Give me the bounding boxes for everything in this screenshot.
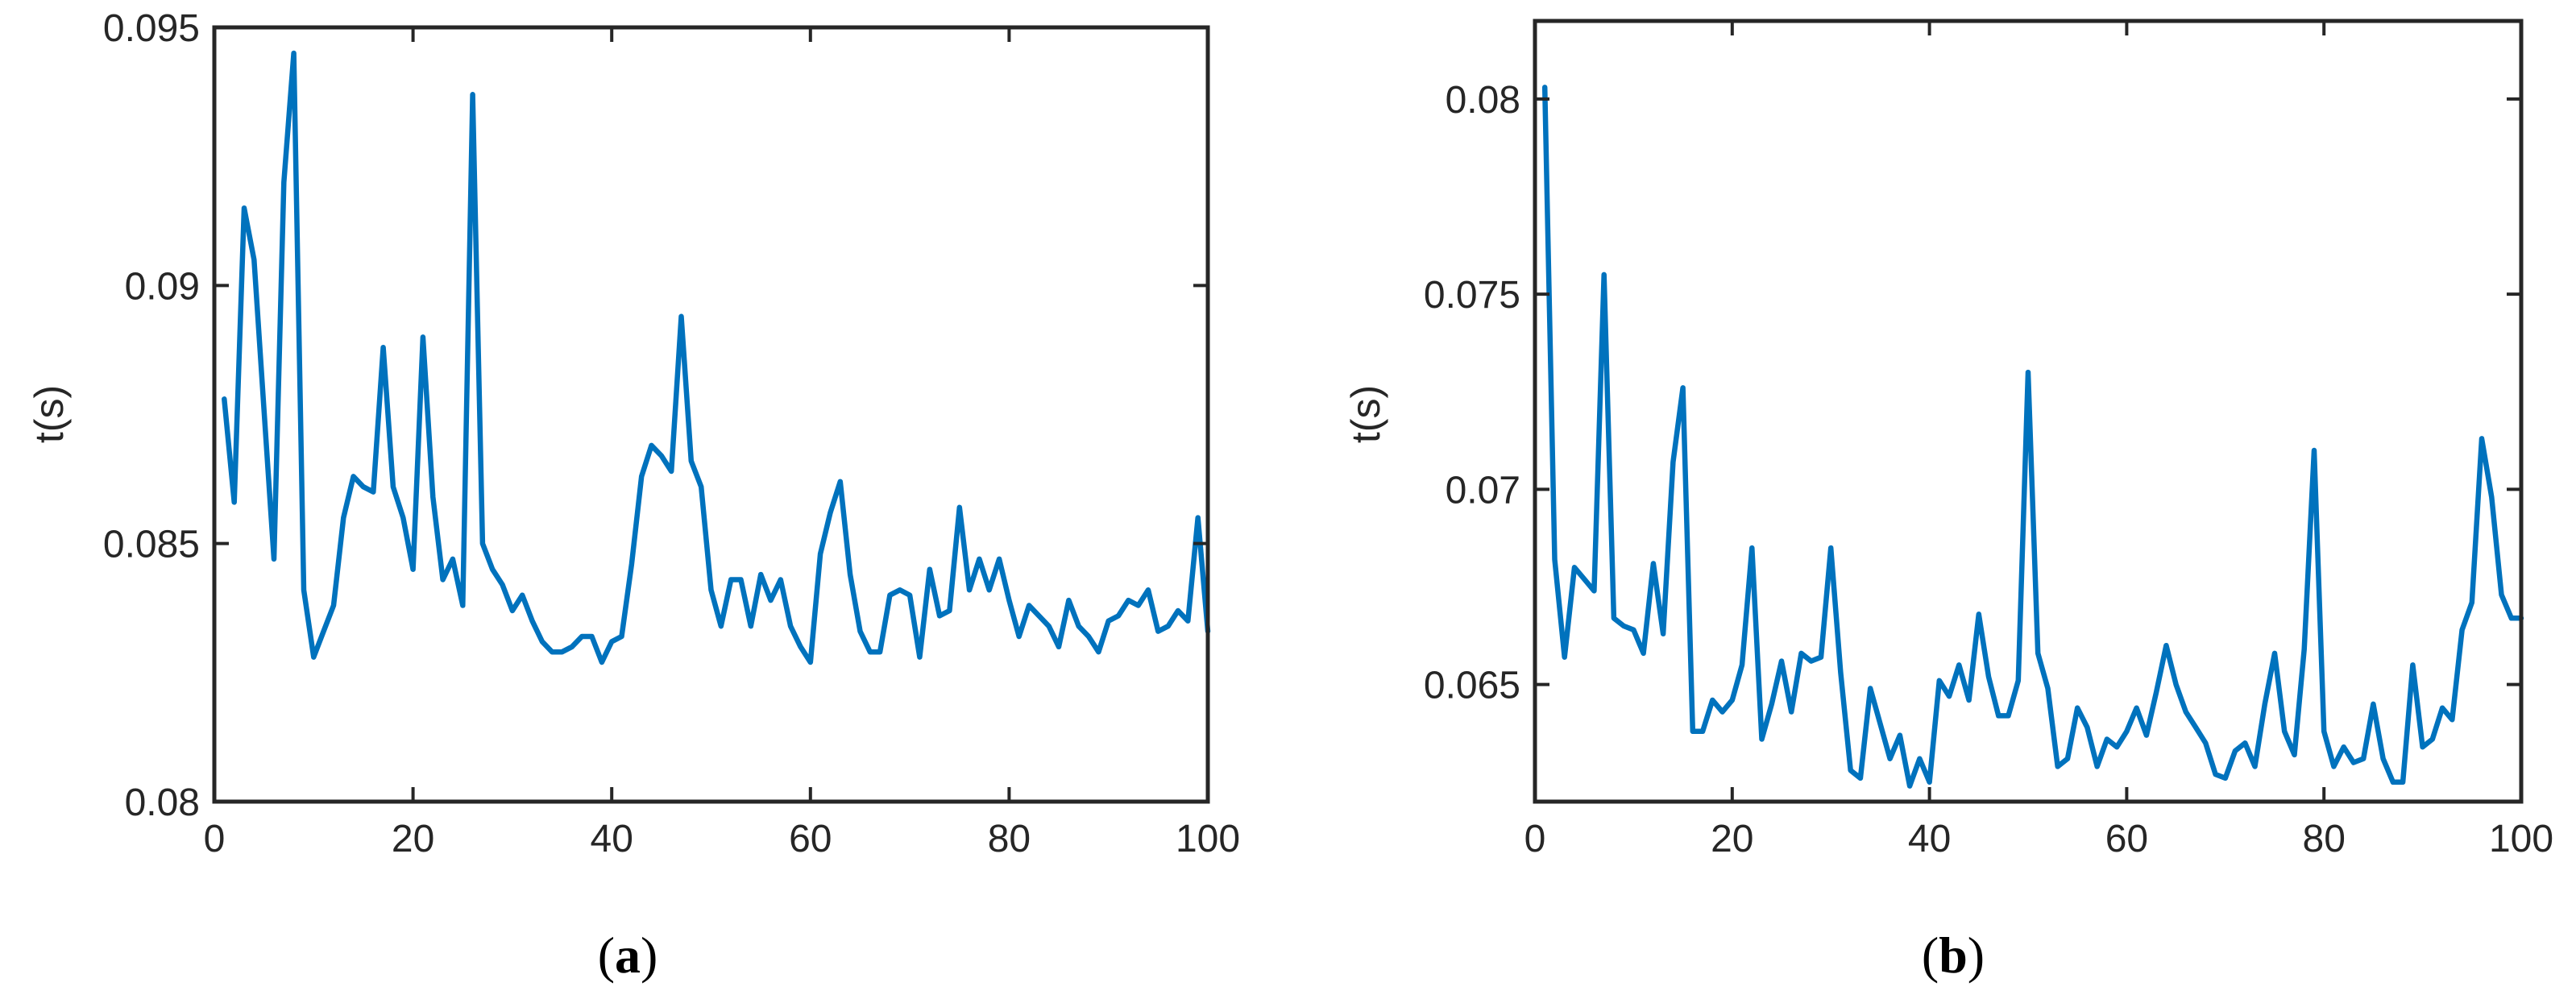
chart-panel-b: 0 20 40 60 80 100 0.065 0.07 0.075 0.08 t(s) (b) [1343,19,2553,984]
panel-a-x-tick-label: 80 [988,818,1031,860]
panel-b-y-tick-label: 0.075 [1424,274,1520,317]
panel-b-y-axis-label: t(s) [1343,385,1388,443]
panel-a-x-tick-label: 100 [1176,818,1240,860]
panel-a-x-tick-label: 60 [789,818,832,860]
panel-b-plot-frame [1533,19,2524,804]
chart-panel-a: 0 20 40 60 80 100 0.08 0.085 0.09 0.095 t(s) (a) [27,7,1240,984]
panel-a-x-ticks: 0 20 40 60 80 100 [204,27,1240,860]
panel-b-line [1541,85,2524,789]
panel-a-x-tick-label: 20 [392,818,434,860]
panel-a-x-tick-label: 40 [591,818,633,860]
panel-a-y-tick-label: 0.085 [103,524,200,566]
panel-a-x-tick-label: 0 [204,818,226,860]
panel-a-y-tick-label: 0.08 [125,781,200,824]
panel-a-y-axis-label: t(s) [27,385,72,443]
panel-a-y-ticks: 0.08 0.085 0.09 0.095 [103,7,1208,824]
panel-b-y-ticks: 0.065 0.07 0.075 0.08 [1424,79,2521,707]
panel-a-line [222,50,1211,665]
panel-a-y-tick-label: 0.09 [125,265,200,308]
panel-b-x-tick-label: 60 [2105,818,2148,860]
panel-b-x-tick-label: 40 [1908,818,1951,860]
panel-b-x-tick-label: 80 [2303,818,2346,860]
panel-b-y-tick-label: 0.07 [1446,469,1520,512]
panel-a-plot-frame [212,25,1210,804]
panel-b-caption: (b) [1922,926,1985,984]
panel-b-y-tick-label: 0.065 [1424,665,1520,707]
panel-b-x-tick-label: 100 [2489,818,2553,860]
panel-b-y-tick-label: 0.08 [1446,79,1520,122]
panel-a-caption: (a) [598,926,658,984]
panel-a-y-tick-label: 0.095 [103,7,200,50]
panel-b-x-tick-label: 0 [1524,818,1546,860]
panel-b-x-tick-label: 20 [1711,818,1753,860]
panel-b-x-ticks: 0 20 40 60 80 100 [1524,21,2553,860]
